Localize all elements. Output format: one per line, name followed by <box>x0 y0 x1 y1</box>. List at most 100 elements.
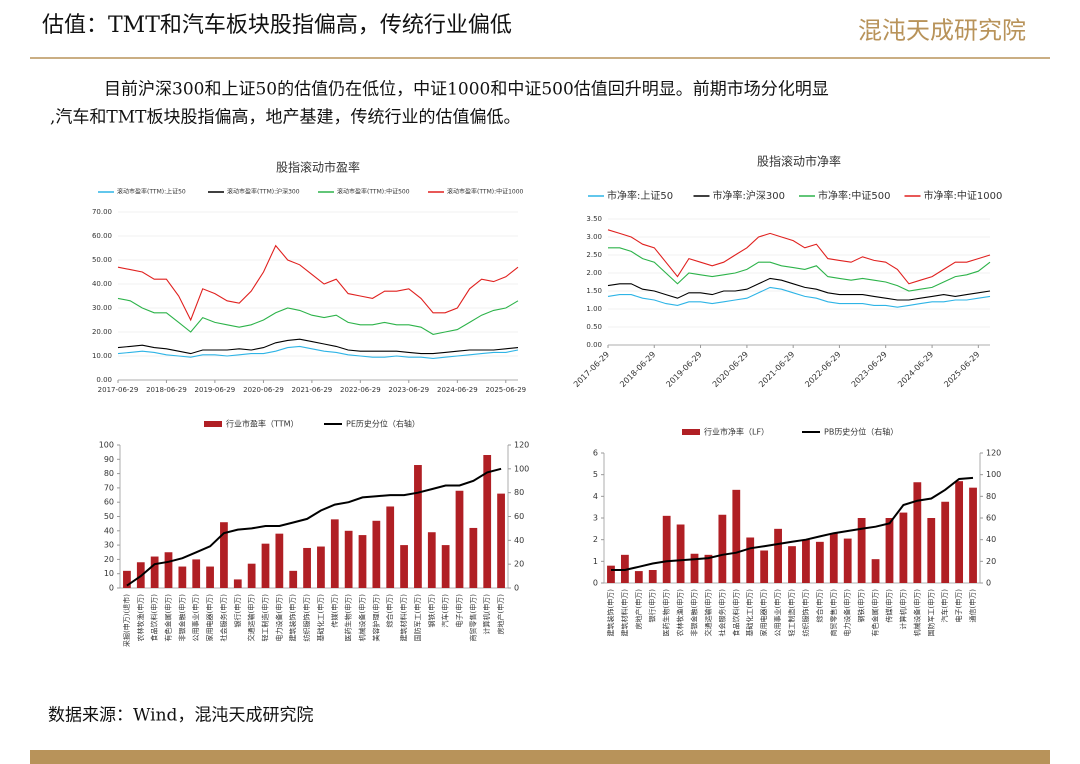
x-tick-label: 非银金融(申万) <box>177 594 186 642</box>
legend-label: 市净率:中证500 <box>818 189 890 202</box>
legend-label: 行业市盈率（TTM） <box>226 419 299 429</box>
series-line <box>117 297 519 335</box>
x-tick-label: 美容护理(申万) <box>371 594 380 642</box>
bar <box>648 570 657 583</box>
y2-tick-label: 40 <box>514 536 524 545</box>
y-tick-label: 0 <box>593 579 598 588</box>
x-tick-label: 基础化工(申万) <box>745 589 754 637</box>
bar <box>303 547 311 588</box>
bar <box>317 546 325 588</box>
x-tick-label: 有色金属(申万) <box>164 594 173 642</box>
y-tick-label: 60 <box>104 498 114 507</box>
y-tick-label: 1 <box>593 557 598 566</box>
y2-tick-label: 120 <box>514 441 529 450</box>
bar <box>704 554 713 583</box>
x-tick-label: 汽车(申万) <box>940 589 949 623</box>
x-tick-label: 有色金属(申万) <box>871 589 880 637</box>
y-tick-label: 80 <box>104 469 114 478</box>
y-tick-label: 2.00 <box>586 269 602 277</box>
bar <box>220 522 228 588</box>
bar <box>941 501 950 583</box>
chart-title: 股指滚动市盈率 <box>276 160 360 175</box>
legend-swatch <box>682 429 700 435</box>
x-tick-label: 家用电器(申万) <box>205 594 214 642</box>
x-tick-label: 计算机(申万) <box>482 594 491 635</box>
series-line <box>117 345 519 359</box>
x-tick-label: 国防军工(申万) <box>926 589 935 637</box>
legend-label: 滚动市盈率(TTM):上证50 <box>117 188 186 196</box>
y2-tick-label: 120 <box>986 449 1001 458</box>
y-tick-label: 100 <box>99 441 114 450</box>
legend-label: 行业市净率（LF） <box>704 427 769 437</box>
x-tick-label: 综合(申万) <box>385 594 394 628</box>
x-tick-label: 2023-06-29 <box>850 350 889 389</box>
x-tick-label: 商贸零售(申万) <box>829 589 838 637</box>
y-tick-label: 1.00 <box>586 305 602 313</box>
logo: 混沌天成研究院 <box>858 17 1026 45</box>
y-tick-label: 40.00 <box>92 280 112 288</box>
y2-tick-label: 80 <box>514 488 524 497</box>
legend-label: 滚动市盈率(TTM):中证500 <box>337 188 410 196</box>
bar <box>497 493 505 588</box>
series-line <box>607 229 991 285</box>
y-tick-label: 90 <box>104 455 114 464</box>
y-tick-label: 40 <box>104 526 114 535</box>
x-tick-label: 建筑装饰(申万) <box>288 594 297 642</box>
x-tick-label: 电力设备(申万) <box>843 589 852 637</box>
bar <box>386 506 395 588</box>
body-line: 目前沪深300和上证50的估值仍在低位，中证1000和中证500估值回升明显。前… <box>104 80 829 100</box>
y-tick-label: 3.50 <box>586 215 602 223</box>
legend-label: 市净率:上证50 <box>607 189 673 202</box>
bar <box>233 579 242 588</box>
x-tick-label: 2023-06-29 <box>388 386 429 394</box>
bar <box>206 566 214 588</box>
x-tick-label: 2018-06-29 <box>618 350 657 389</box>
x-tick-label: 公用事业(申万) <box>773 589 782 637</box>
bar <box>857 518 866 583</box>
legend-label: PB历史分位（右轴） <box>824 427 898 437</box>
y-tick-label: 50.00 <box>92 256 112 264</box>
x-tick-label: 传媒(申万) <box>330 594 339 628</box>
x-tick-label: 2021-06-29 <box>757 350 796 389</box>
y-tick-label: 2 <box>593 535 598 544</box>
y2-tick-label: 0 <box>514 584 519 593</box>
y-tick-label: 30.00 <box>92 304 112 312</box>
bar <box>620 554 629 583</box>
x-tick-label: 电子(申万) <box>954 589 963 623</box>
legend-label: 市净率:中证1000 <box>924 189 1003 202</box>
bar <box>760 550 769 583</box>
y-tick-label: 4 <box>593 492 598 501</box>
series-line <box>611 476 974 571</box>
x-tick-label: 食品饮料(申万) <box>150 594 159 642</box>
bar <box>690 553 699 583</box>
y-tick-label: 60.00 <box>92 232 112 240</box>
y-tick-label: 5 <box>593 470 598 479</box>
x-tick-label: 基础化工(申万) <box>316 594 325 642</box>
bar <box>400 545 408 588</box>
series-line <box>126 467 502 587</box>
legend-label: 滚动市盈率(TTM):沪深300 <box>227 188 300 196</box>
y-tick-label: 0.00 <box>586 341 602 349</box>
x-tick-label: 通信(申万) <box>968 589 977 623</box>
bar <box>955 481 964 583</box>
y-tick-label: 10.00 <box>92 352 112 360</box>
bar <box>192 559 201 588</box>
chart-title: 股指滚动市净率 <box>757 154 841 169</box>
bar <box>483 455 492 588</box>
x-tick-label: 2017-06-29 <box>98 386 139 394</box>
x-tick-label: 家用电器(申万) <box>759 589 768 637</box>
y-tick-label: 20.00 <box>92 328 112 336</box>
bar <box>746 537 755 583</box>
y-tick-label: 70 <box>104 483 114 492</box>
x-tick-label: 纺织服饰(申万) <box>801 589 810 637</box>
bar <box>469 527 478 588</box>
bar <box>330 519 339 588</box>
x-tick-label: 2022-06-29 <box>803 350 842 389</box>
y-tick-label: 0.50 <box>586 323 602 331</box>
x-tick-label: 建筑材料(申万) <box>620 589 629 637</box>
y-tick-label: 3 <box>593 514 598 523</box>
x-tick-label: 2020-06-29 <box>243 386 284 394</box>
bar <box>178 566 187 588</box>
y-tick-label: 0.00 <box>96 376 112 384</box>
